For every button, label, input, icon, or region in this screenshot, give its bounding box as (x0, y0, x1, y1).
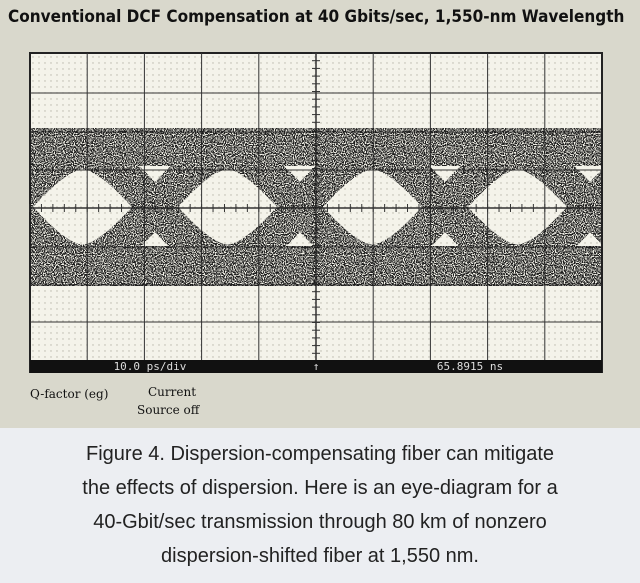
position: 65.8915 ns (437, 360, 503, 373)
caption: Figure 4. Dispersion-compensating fiber … (82, 443, 558, 567)
caption-line: Figure 4. Dispersion-compensating fiber … (86, 443, 554, 465)
source-label: Source off (137, 403, 201, 417)
caption-line: dispersion-shifted fiber at 1,550 nm. (161, 545, 479, 567)
q-factor-label: Q-factor (eg) (30, 387, 108, 401)
eye-transitions (30, 135, 602, 279)
current-label: Current (148, 385, 196, 399)
title: Conventional DCF Compensation at 40 Gbit… (8, 7, 624, 27)
timebase: 10.0 ps/div (114, 360, 187, 373)
status-bar (30, 360, 602, 373)
eye-upper-rail (30, 128, 602, 166)
eye-lower-rail (30, 246, 602, 286)
caption-line: 40-Gbit/sec transmission through 80 km o… (93, 511, 547, 533)
eye-traces (30, 128, 602, 286)
eye-diagram (30, 128, 602, 286)
caption-line: the effects of dispersion. Here is an ey… (82, 477, 558, 499)
trigger-marker: ↑ (313, 360, 320, 373)
caption-box (0, 428, 640, 583)
